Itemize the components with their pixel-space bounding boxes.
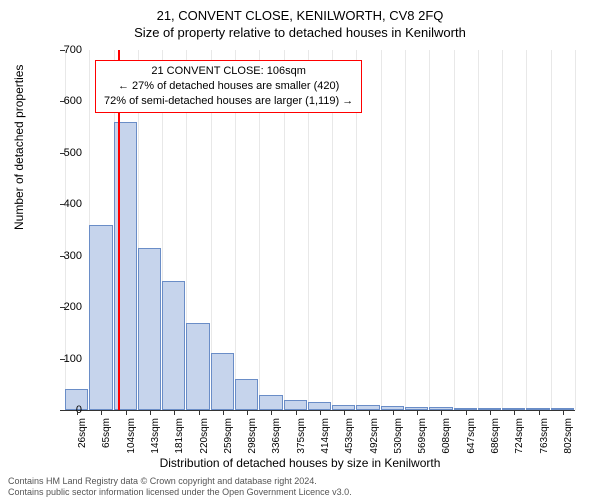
x-tick-label: 143sqm [150, 418, 161, 468]
y-tick-mark [60, 50, 65, 51]
x-tick-label: 104sqm [126, 418, 137, 468]
histogram-bar [284, 400, 307, 410]
x-tick-label: 763sqm [539, 418, 550, 468]
histogram-bar [211, 353, 234, 410]
y-tick-label: 400 [64, 198, 82, 210]
histogram-bar [89, 225, 112, 410]
y-tick-label: 500 [64, 147, 82, 159]
footer-line-2: Contains public sector information licen… [8, 487, 352, 498]
x-tick-label: 608sqm [441, 418, 452, 468]
x-tick-label: 802sqm [563, 418, 574, 468]
y-tick-mark [60, 204, 65, 205]
x-tick-label: 530sqm [393, 418, 404, 468]
page-subtitle: Size of property relative to detached ho… [0, 25, 600, 40]
x-tick-label: 453sqm [344, 418, 355, 468]
y-tick-mark [60, 256, 65, 257]
footer-line-1: Contains HM Land Registry data © Crown c… [8, 476, 352, 487]
x-tick-mark [369, 410, 370, 415]
gridline [381, 50, 382, 410]
x-tick-label: 220sqm [199, 418, 210, 468]
x-tick-label: 65sqm [101, 418, 112, 468]
x-tick-label: 492sqm [369, 418, 380, 468]
histogram-bar [235, 379, 258, 410]
x-tick-mark [320, 410, 321, 415]
x-tick-mark [77, 410, 78, 415]
y-tick-mark [60, 307, 65, 308]
y-tick-mark [60, 153, 65, 154]
x-tick-mark [539, 410, 540, 415]
gridline [454, 50, 455, 410]
x-tick-mark [514, 410, 515, 415]
x-tick-label: 26sqm [77, 418, 88, 468]
x-tick-mark [441, 410, 442, 415]
annotation-line-1: 21 CONVENT CLOSE: 106sqm [104, 64, 353, 79]
x-tick-label: 298sqm [247, 418, 258, 468]
gridline [575, 50, 576, 410]
x-tick-mark [393, 410, 394, 415]
x-tick-mark [344, 410, 345, 415]
gridline [405, 50, 406, 410]
page-title: 21, CONVENT CLOSE, KENILWORTH, CV8 2FQ [0, 8, 600, 23]
gridline [478, 50, 479, 410]
x-tick-label: 259sqm [223, 418, 234, 468]
y-axis-label: Number of detached properties [12, 65, 26, 230]
x-tick-label: 414sqm [320, 418, 331, 468]
x-tick-label: 181sqm [174, 418, 185, 468]
x-tick-mark [174, 410, 175, 415]
x-tick-mark [466, 410, 467, 415]
x-tick-mark [417, 410, 418, 415]
y-tick-label: 600 [64, 95, 82, 107]
y-tick-label: 100 [64, 353, 82, 365]
y-tick-label: 700 [64, 44, 82, 56]
histogram-bar [259, 395, 282, 410]
histogram-bar [138, 248, 161, 410]
annotation-box: 21 CONVENT CLOSE: 106sqm ← 27% of detach… [95, 60, 362, 113]
x-tick-mark [126, 410, 127, 415]
y-tick-mark [60, 359, 65, 360]
x-tick-mark [150, 410, 151, 415]
x-tick-mark [247, 410, 248, 415]
gridline [526, 50, 527, 410]
x-tick-label: 569sqm [417, 418, 428, 468]
x-tick-mark [223, 410, 224, 415]
x-tick-mark [271, 410, 272, 415]
y-tick-label: 300 [64, 250, 82, 262]
x-tick-label: 686sqm [490, 418, 501, 468]
gridline [551, 50, 552, 410]
y-tick-mark [60, 101, 65, 102]
x-tick-mark [490, 410, 491, 415]
y-tick-label: 200 [64, 301, 82, 313]
gridline [429, 50, 430, 410]
annotation-line-3: 72% of semi-detached houses are larger (… [104, 94, 353, 109]
x-tick-label: 375sqm [296, 418, 307, 468]
x-tick-label: 647sqm [466, 418, 477, 468]
x-tick-mark [563, 410, 564, 415]
x-tick-mark [101, 410, 102, 415]
footer: Contains HM Land Registry data © Crown c… [8, 476, 352, 498]
x-tick-mark [296, 410, 297, 415]
annotation-line-2: ← 27% of detached houses are smaller (42… [104, 79, 353, 94]
x-tick-label: 724sqm [514, 418, 525, 468]
histogram-bar [162, 281, 185, 410]
gridline [502, 50, 503, 410]
histogram-bar [186, 323, 209, 410]
x-tick-label: 336sqm [271, 418, 282, 468]
y-tick-mark [60, 410, 65, 411]
x-tick-mark [199, 410, 200, 415]
histogram-bar [308, 402, 331, 410]
